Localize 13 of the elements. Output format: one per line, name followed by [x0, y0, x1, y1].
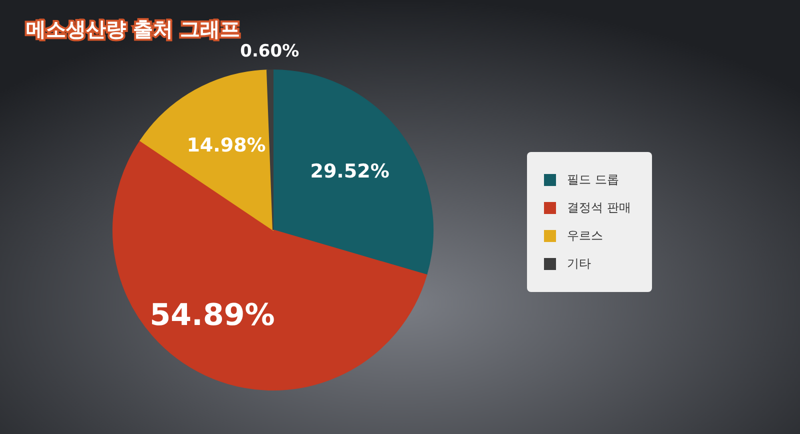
data-label: 14.98% — [186, 134, 266, 156]
legend-item: 기타 — [544, 256, 591, 270]
legend-label: 필드 드롭 — [567, 172, 619, 186]
legend-item: 필드 드롭 — [544, 172, 619, 186]
data-label: 29.52% — [310, 160, 390, 183]
chart-title: 메소생산량 출처 그래프 — [26, 17, 240, 41]
legend-item: 우르스 — [544, 228, 603, 242]
legend-label: 기타 — [567, 256, 591, 270]
legend-label: 우르스 — [567, 228, 603, 242]
legend-item: 결정석 판매 — [544, 200, 631, 214]
data-label: 0.60% — [240, 42, 300, 62]
data-label: 54.89% — [150, 298, 275, 334]
legend-label: 결정석 판매 — [567, 200, 631, 214]
